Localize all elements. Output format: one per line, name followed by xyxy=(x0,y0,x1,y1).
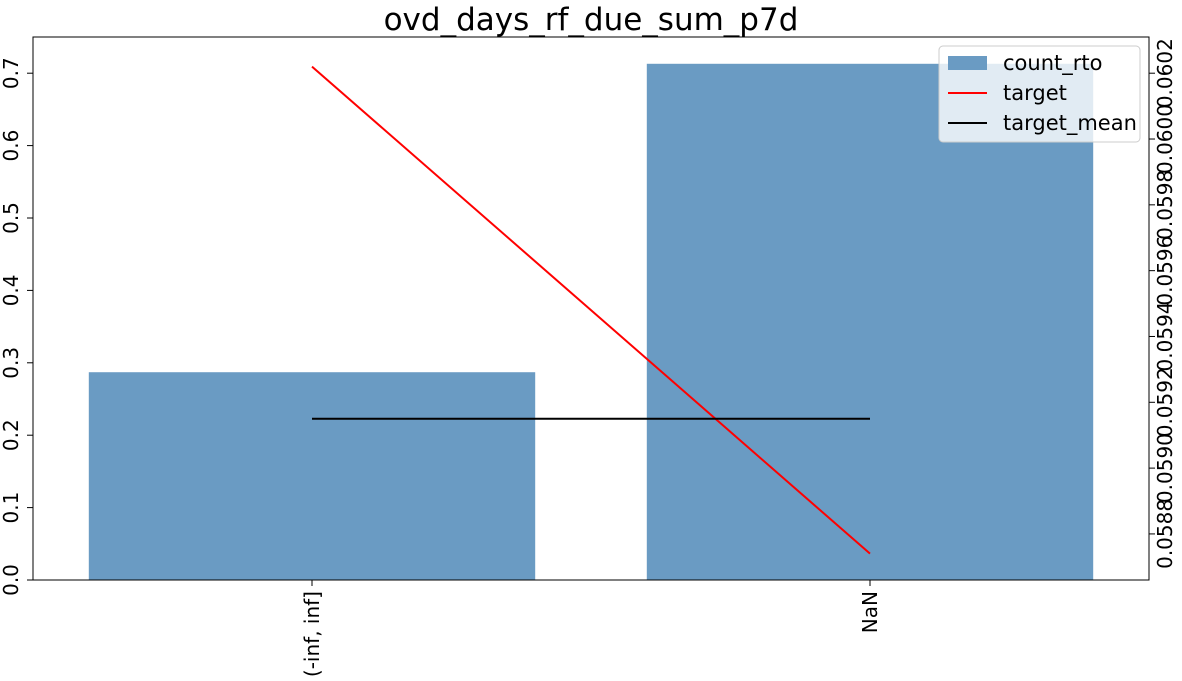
right-tick-label: 0.0598 xyxy=(1153,170,1177,240)
line-target xyxy=(311,65,871,555)
right-tick-label: 0.0602 xyxy=(1153,38,1177,108)
left-tick-label: 0.5 xyxy=(0,202,23,234)
legend-label-target_mean: target_mean xyxy=(1003,111,1137,136)
left-tick-label: 0.2 xyxy=(0,419,23,451)
left-tick-label: 0.0 xyxy=(0,564,23,596)
left-tick-label: 0.6 xyxy=(0,130,23,162)
legend-box xyxy=(938,45,1141,143)
left-tick-label: 0.3 xyxy=(0,347,23,379)
legend-label-target: target xyxy=(1003,81,1067,105)
right-tick-label: 0.0590 xyxy=(1153,433,1177,503)
right-tick-label: 0.0592 xyxy=(1153,367,1177,437)
legend-swatch-count_rto xyxy=(948,56,987,70)
legend-label-count_rto: count_rto xyxy=(1003,51,1102,76)
right-tick-label: 0.0594 xyxy=(1153,301,1177,371)
x-tick-label: NaN xyxy=(858,591,882,633)
left-tick-label: 0.1 xyxy=(0,492,23,524)
right-tick-label: 0.0600 xyxy=(1153,104,1177,174)
x-tick-label: (-inf, inf] xyxy=(300,591,324,677)
bar-count_rto-0 xyxy=(88,372,536,580)
chart-title: ovd_days_rf_due_sum_p7d xyxy=(384,2,799,38)
right-tick-label: 0.0588 xyxy=(1153,499,1177,569)
bar-count_rto-1 xyxy=(646,63,1094,580)
left-tick-label: 0.4 xyxy=(0,274,23,306)
right-tick-label: 0.0596 xyxy=(1153,236,1177,306)
left-tick-label: 0.7 xyxy=(0,57,23,89)
plot-frame xyxy=(32,36,1150,581)
